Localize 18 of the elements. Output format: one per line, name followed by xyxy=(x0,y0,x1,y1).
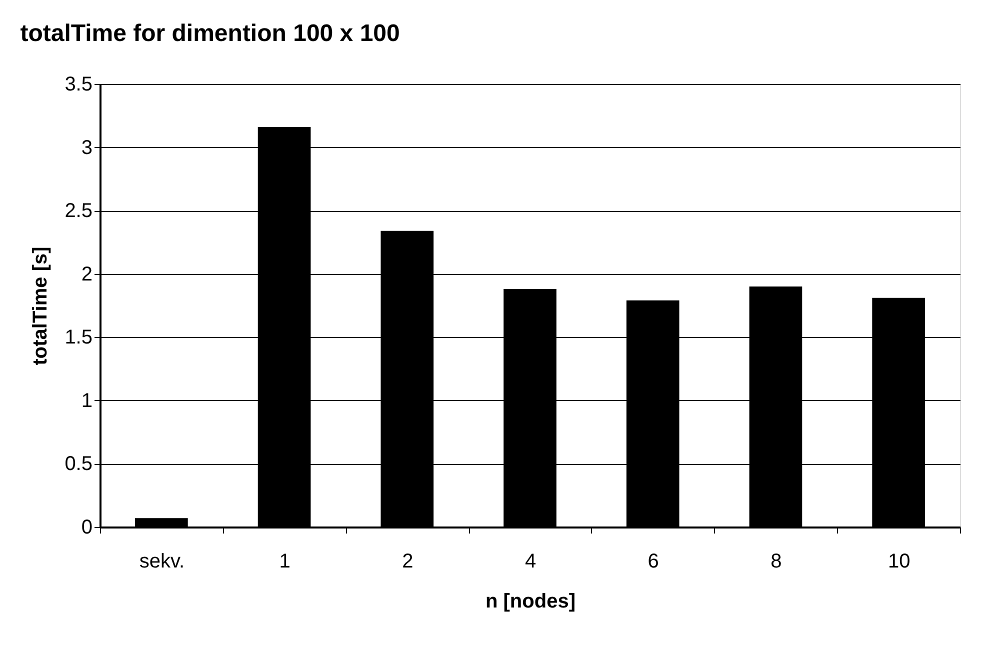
x-axis-title: n [nodes] xyxy=(486,590,576,612)
y-axis-title: totalTime [s] xyxy=(30,246,52,366)
x-tick-label: 8 xyxy=(770,550,782,572)
y-tick-label: 0 xyxy=(81,516,92,538)
x-tick-label: 2 xyxy=(402,550,414,572)
chart-title: totalTime for dimention 100 x 100 xyxy=(20,20,400,47)
y-tick-label: 0.5 xyxy=(64,453,92,476)
y-tick-label: 3.5 xyxy=(64,74,92,96)
y-tick-label: 3 xyxy=(81,136,92,159)
x-tick-label: 4 xyxy=(524,550,536,572)
x-tick-label: 10 xyxy=(888,550,910,572)
x-tick-label: 6 xyxy=(648,550,659,572)
x-tick-label: 1 xyxy=(279,550,290,572)
y-tick-label: 1 xyxy=(81,390,92,412)
y-tick-label: 2.5 xyxy=(64,200,92,222)
y-tick-label: 2 xyxy=(81,263,92,286)
y-tick-label: 1.5 xyxy=(64,326,92,349)
x-tick-label: sekv. xyxy=(139,550,185,572)
